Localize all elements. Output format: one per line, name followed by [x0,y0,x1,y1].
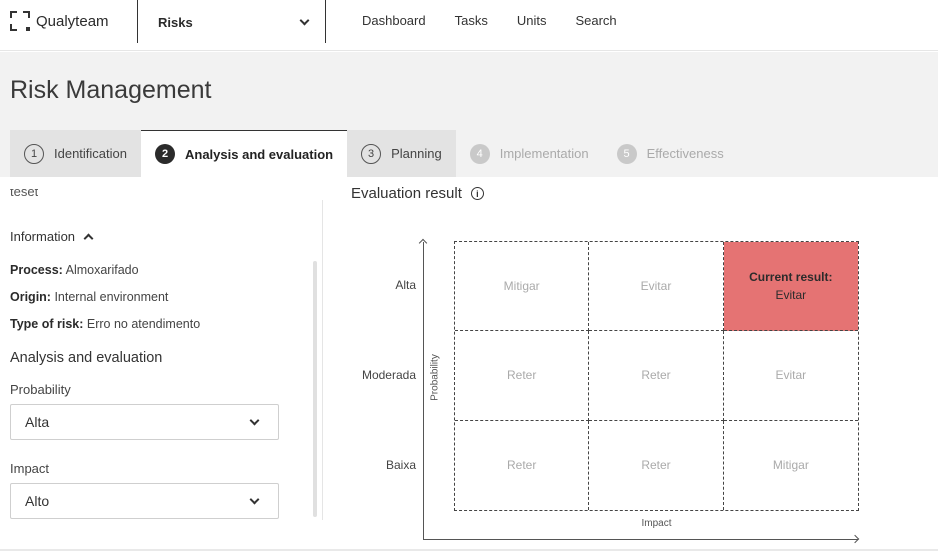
matrix-cell: Evitar [723,331,858,421]
chevron-up-icon [83,233,94,244]
chevron-down-icon [249,494,260,504]
brand-logo[interactable]: Qualyteam [10,10,109,32]
tab-label: Implementation [499,146,589,161]
risk-type-label: Type of risk: [10,317,84,331]
x-axis-title: Impact [641,518,672,529]
step-number: 2 [155,144,175,164]
x-axis-line [423,539,858,540]
tab-planning[interactable]: 3 Planning [347,130,456,177]
origin-label: Origin: [10,290,51,304]
matrix-cell: Mitigar [455,242,590,332]
tab-label: Effectiveness [646,146,724,161]
footer-divider [0,549,938,551]
matrix-cell: Reter [455,331,590,421]
brand-name: Qualyteam [36,12,109,30]
left-panel-scrollbar[interactable] [313,261,317,517]
tab-identification[interactable]: 1 Identification [10,130,141,177]
y-axis-title: Probability [429,354,441,401]
risk-matrix: Mitigar Evitar Current result: Evitar Re… [454,241,859,511]
divider [325,0,326,43]
matrix-cell: Reter [589,420,724,510]
panel-divider [322,200,323,520]
impact-select[interactable]: Alto [10,483,279,519]
clipped-text: teset [10,189,39,199]
process-value: Almoxarifado [65,263,139,277]
y-axis-line [423,242,424,540]
information-toggle[interactable]: Information [10,229,94,244]
matrix-cell: Reter [589,331,724,421]
current-result-label: Current result: [749,270,833,285]
left-panel: teset Information Process: Almoxarifado … [0,177,322,551]
risk-type-value: Erro no atendimento [86,317,201,331]
step-number: 3 [361,143,382,164]
tab-label: Planning [391,146,442,161]
information-toggle-label: Information [10,229,76,244]
page-header: Risk Management 1 Identification 2 Analy… [0,52,938,177]
tab-effectiveness: 5 Effectiveness [603,130,738,177]
tab-analysis-and-evaluation[interactable]: 2 Analysis and evaluation [141,130,348,177]
process-field: Process: Almoxarifado [10,263,139,277]
main-nav: Dashboard Tasks Units Search [362,13,646,28]
step-number: 4 [469,143,490,164]
tab-implementation: 4 Implementation [456,130,603,177]
evaluation-result-heading: Evaluation result i [351,185,484,202]
step-number: 1 [24,143,44,164]
chevron-down-icon [299,15,310,25]
tab-label: Analysis and evaluation [185,146,334,162]
matrix-cell: Evitar [589,242,724,332]
row-label-baixa: Baixa [385,458,416,472]
top-bar: Qualyteam Risks Dashboard Tasks Units Se… [0,0,938,51]
page-title: Risk Management [10,76,212,104]
tab-label: Identification [54,146,127,161]
origin-value: Internal environment [54,290,169,304]
matrix-cell: Mitigar [772,458,809,473]
probability-select[interactable]: Alta [10,404,279,440]
origin-field: Origin: Internal environment [10,290,168,304]
probability-label: Probability [10,382,71,397]
arrow-up-icon [418,238,428,248]
row-label-alta: Alta [395,278,416,292]
current-result-cell: Current result: Evitar [723,242,858,332]
divider [137,0,138,43]
matrix-cell: Reter [455,420,590,510]
nav-units[interactable]: Units [516,13,547,28]
process-label: Process: [10,263,63,277]
section-title: Analysis and evaluation [10,350,163,366]
evaluation-result-title: Evaluation result [351,185,462,202]
nav-tasks[interactable]: Tasks [454,13,488,28]
impact-value: Alto [25,493,50,509]
current-result-value: Evitar [775,288,807,303]
nav-dashboard[interactable]: Dashboard [362,13,426,28]
row-label-moderada: Moderada [361,368,416,382]
probability-value: Alta [25,414,50,430]
arrow-right-icon [850,534,860,544]
step-tabs: 1 Identification 2 Analysis and evaluati… [10,130,738,177]
impact-label: Impact [10,461,50,476]
chevron-down-icon [249,415,260,425]
qualyteam-logo-icon [10,11,30,31]
nav-search[interactable]: Search [575,13,617,28]
risk-type-field: Type of risk: Erro no atendimento [10,317,200,331]
module-select[interactable]: Risks [158,12,310,32]
step-number: 5 [616,143,637,164]
module-select-label: Risks [158,14,193,30]
info-icon[interactable]: i [470,187,484,200]
